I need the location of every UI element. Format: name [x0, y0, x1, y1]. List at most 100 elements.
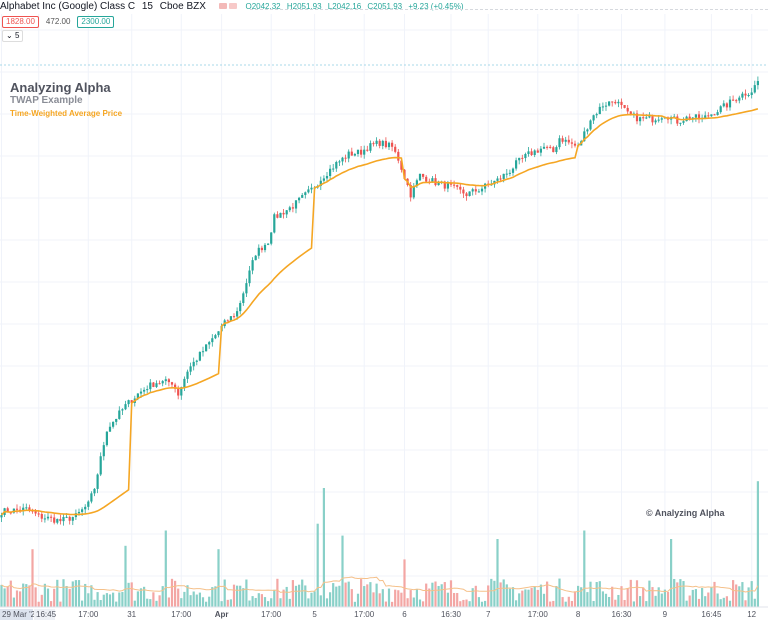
volume-bar [384, 601, 387, 607]
volume-bar [155, 600, 158, 607]
volume-bar [239, 585, 242, 607]
x-tick-label: 12 [747, 610, 756, 619]
candle-body [645, 117, 648, 119]
candle-body [511, 168, 515, 173]
collapse-indicators-button[interactable]: ⌄ 5 [2, 30, 24, 42]
volume-bar [493, 580, 496, 607]
candle-body [480, 188, 484, 192]
volume-bar [487, 585, 490, 607]
candle-body [356, 149, 360, 155]
candle-body [279, 212, 282, 218]
candle-body [614, 101, 617, 104]
volume-bar [682, 581, 685, 607]
low-price-chip[interactable]: 1828.00 [2, 16, 39, 28]
candle-body [567, 139, 570, 143]
candle-body [604, 105, 608, 107]
symbol-name[interactable]: Alphabet Inc (Google) Class C [0, 1, 136, 12]
volume-bar [133, 600, 136, 607]
volume-bar [322, 488, 325, 607]
volume-bar [158, 595, 161, 607]
volume-bar [694, 589, 697, 607]
candle-body [552, 147, 555, 153]
candle-body [115, 418, 118, 422]
candle-body [347, 151, 350, 159]
volume-bar [422, 601, 425, 607]
volume-bar [415, 589, 418, 607]
candle-body [570, 142, 573, 144]
volume-bar [257, 593, 260, 607]
candle-body [642, 117, 645, 119]
candle-body [229, 316, 232, 322]
candle-body [381, 140, 384, 146]
volume-bar [719, 599, 722, 607]
x-tick-label: 5 [312, 610, 317, 619]
candle-body [515, 160, 518, 169]
volume-bar [121, 591, 124, 607]
candle-body [623, 105, 626, 108]
volume-bar [254, 597, 257, 607]
volume-bar [329, 592, 332, 607]
candle-body [654, 120, 657, 123]
volume-bar [285, 586, 288, 607]
volume-bar [725, 596, 728, 607]
candle-body [366, 149, 369, 151]
candle-body [226, 320, 229, 322]
volume-bar [608, 596, 611, 607]
header-icons [218, 0, 239, 14]
volume-bar [232, 584, 236, 607]
volume-bar [515, 600, 518, 607]
volume-bar [418, 599, 422, 607]
volume-bar [468, 601, 471, 607]
volume-bar [573, 591, 577, 607]
candle-body [99, 456, 102, 475]
volume-bar [412, 597, 415, 607]
volume-bar [530, 587, 533, 607]
candle-body [533, 150, 536, 156]
candle-body [725, 103, 728, 108]
candle-body [50, 516, 53, 518]
volume-bar [189, 595, 192, 607]
volume-bar [68, 588, 71, 607]
compare-icon[interactable] [228, 3, 237, 10]
volume-bar [403, 559, 406, 607]
volume-bar [620, 586, 623, 607]
volume-bar [310, 592, 313, 607]
candle-body [660, 118, 663, 120]
volume-bar [471, 588, 474, 607]
x-tick-label: 16:30 [611, 610, 632, 619]
volume-bar [43, 583, 46, 607]
candle-body [363, 149, 366, 155]
twap-line [0, 108, 759, 516]
candle-body [105, 431, 108, 446]
volume-bar [170, 578, 174, 607]
candle-body [431, 178, 434, 183]
x-tick-label: 6 [402, 610, 407, 619]
volume-bar [688, 595, 691, 607]
candle-body [505, 173, 508, 175]
candle-body [462, 189, 465, 194]
candle-body [595, 114, 598, 116]
volume-bar [598, 581, 601, 607]
candle-body [502, 173, 505, 179]
volume-bar [87, 593, 90, 607]
volume-bar [183, 591, 186, 607]
candle-body [335, 161, 338, 169]
candle-body [713, 114, 716, 116]
volume-bars [0, 481, 759, 607]
volume-bar [316, 523, 319, 607]
candle-body [65, 516, 68, 518]
volume-bar [332, 583, 335, 607]
candle-body [62, 516, 65, 522]
volume-bar [518, 593, 521, 607]
flag-icon[interactable] [218, 3, 227, 10]
candle-body [146, 389, 149, 391]
high-price-chip[interactable]: 2300.00 [77, 16, 115, 28]
candle-body [322, 178, 325, 181]
candle-body [539, 148, 542, 153]
candle-body [6, 508, 9, 513]
interval-label[interactable]: 15 [141, 1, 153, 12]
candle-body [707, 115, 710, 117]
candle-body [620, 101, 623, 106]
volume-bar [713, 581, 716, 607]
